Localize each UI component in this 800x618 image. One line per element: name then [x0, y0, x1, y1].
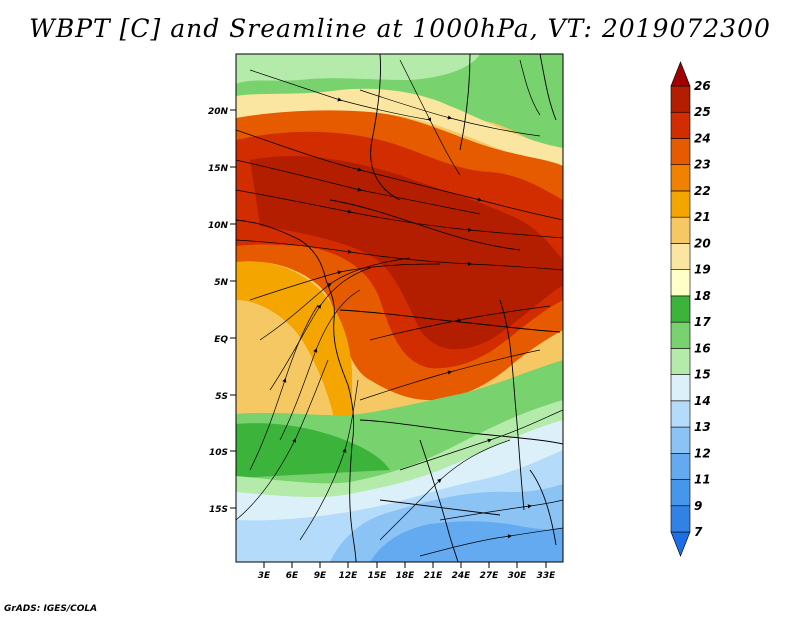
colorbar-label: 7 — [694, 525, 703, 539]
lon-label: 6E — [286, 571, 299, 581]
colorbar-label: 12 — [694, 446, 711, 460]
lat-label: 20N — [208, 107, 229, 117]
colorbar-label: 9 — [694, 499, 702, 513]
colorbar-high-triangle — [670, 61, 691, 87]
lon-label: 18E — [396, 571, 416, 581]
lon-label: 33E — [537, 571, 557, 581]
colorbar-label: 20 — [694, 236, 711, 250]
lon-label: 3E — [258, 571, 271, 581]
lon-label: 9E — [314, 571, 327, 581]
lat-axis: 20N 15N 10N 5N EQ 5S 10S 15S — [208, 107, 236, 515]
colorbar-label: 13 — [694, 420, 711, 434]
colorbar-swatch — [670, 374, 691, 402]
lat-label: 10S — [209, 448, 228, 458]
colorbar-label: 18 — [694, 289, 711, 303]
lon-label: 30E — [508, 571, 528, 581]
south-darkgreen-region — [236, 423, 390, 478]
lat-label: 5S — [215, 392, 228, 402]
lon-axis: 3E 6E 9E 12E 15E 18E 21E 24E 27E 30E 33E — [258, 562, 556, 581]
colorbar-label: 21 — [694, 210, 711, 224]
north-yellow-band — [236, 88, 563, 170]
colorbar-low-triangle — [670, 531, 691, 557]
wbpt-field — [236, 54, 563, 562]
chart-title: WBPT [C] and Sreamline at 1000hPa, VT: 2… — [29, 14, 771, 43]
lon-label: 12E — [339, 571, 359, 581]
colorbar-label: 15 — [694, 368, 711, 382]
colorbar-swatch — [670, 426, 691, 454]
north-lightgreen-region — [236, 54, 480, 84]
colorbar-label: 24 — [694, 131, 711, 145]
colorbar-label: 19 — [694, 263, 711, 277]
colorbar-swatch — [670, 85, 691, 113]
colorbar-swatch — [670, 295, 691, 323]
colorbar-swatch — [670, 190, 691, 218]
colorbar-swatch — [670, 269, 691, 297]
lon-label: 21E — [424, 571, 444, 581]
grads-credit: GrADS: IGES/COLA — [4, 604, 98, 614]
colorbar-swatch — [670, 164, 691, 192]
colorbar-label: 11 — [694, 473, 711, 487]
colorbar-swatch — [670, 400, 691, 428]
lat-label: 15S — [209, 505, 228, 515]
colorbar-swatch — [670, 321, 691, 349]
lat-label: 15N — [208, 164, 229, 174]
colorbar-swatch — [670, 479, 691, 507]
colorbar-label: 26 — [694, 79, 711, 93]
lon-label: 15E — [368, 571, 388, 581]
colorbar-swatch — [670, 505, 691, 533]
colorbar-swatch — [670, 348, 691, 375]
streamlines — [236, 59, 563, 557]
colorbar-label: 16 — [694, 341, 711, 355]
lat-label: EQ — [214, 335, 228, 345]
colorbar-swatch — [670, 111, 691, 139]
colorbar-label: 23 — [694, 158, 711, 172]
colorbar: 7 9 11 12 13 14 15 16 17 18 19 20 21 22 23 24 25 26 — [670, 61, 711, 557]
lon-label: 27E — [480, 571, 500, 581]
west-offshore-region — [236, 300, 334, 418]
colorbar-label: 17 — [694, 315, 711, 329]
colorbar-swatch — [670, 243, 691, 270]
colorbar-swatch — [670, 216, 691, 244]
colorbar-label: 22 — [694, 184, 711, 198]
colorbar-label: 25 — [694, 105, 711, 119]
lon-label: 24E — [452, 571, 472, 581]
lat-label: 10N — [208, 221, 229, 231]
lat-label: 5N — [214, 278, 228, 288]
colorbar-swatch — [670, 138, 691, 166]
south-deepblue-region — [370, 521, 563, 562]
map-frame — [235, 53, 564, 563]
colorbar-label: 14 — [694, 394, 711, 408]
colorbar-swatch — [670, 452, 691, 480]
